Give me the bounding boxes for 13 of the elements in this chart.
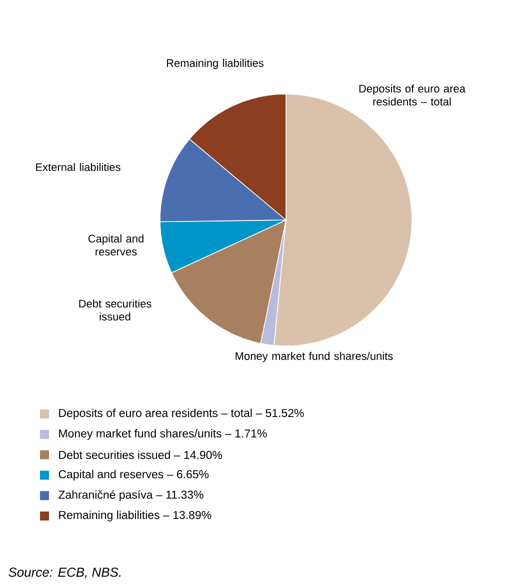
legend-label: Deposits of euro area residents – total – 51.52% [59, 408, 304, 420]
text: Source: ECB, NBS. [8, 568, 121, 578]
legend-label: Zahraničné pasíva – 11.33% [58, 490, 204, 502]
text: Debt securities issued [79, 299, 152, 321]
text: Remaining liabilities [167, 58, 264, 70]
legend-label: Debt securities issued – 14.90% [59, 450, 222, 460]
text: External liabilities [36, 162, 120, 172]
text: Capital and reserves [88, 234, 144, 256]
legend-label: Capital and reserves – 6.65% [58, 470, 209, 481]
text: Money market fund shares/units [236, 352, 393, 362]
text: Deposits of euro area residents – total [359, 84, 466, 106]
legend-label: Remaining liabilities – 13.89% [59, 510, 212, 522]
legend-label: Money market fund shares/units – 1.71% [59, 429, 267, 440]
